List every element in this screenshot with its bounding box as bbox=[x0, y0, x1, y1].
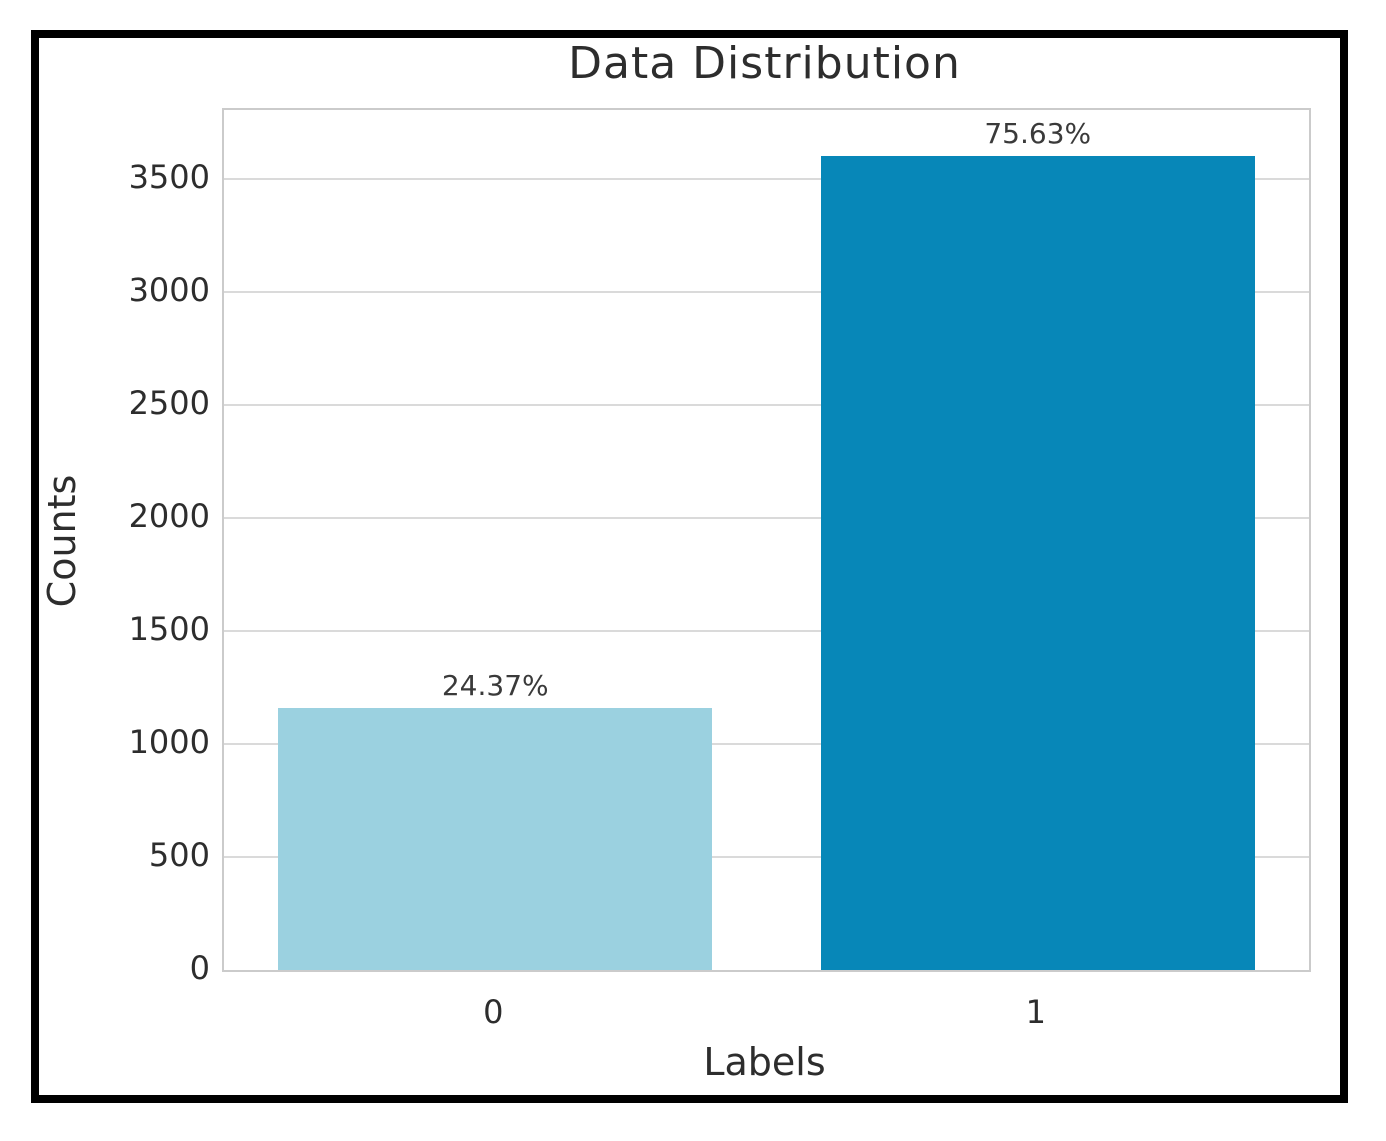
plot-area: 24.37% 75.63% bbox=[222, 108, 1311, 972]
y-tick-label-3000: 3000 bbox=[128, 270, 210, 309]
y-tick-label-500: 500 bbox=[148, 835, 210, 874]
y-tick-label-2500: 2500 bbox=[128, 383, 210, 422]
gridline-y-3500 bbox=[224, 177, 1309, 180]
gridline-y-2000 bbox=[224, 516, 1309, 519]
gridline-y-1500 bbox=[224, 629, 1309, 632]
bar-1 bbox=[820, 156, 1255, 970]
x-axis-label: Labels bbox=[703, 1040, 826, 1084]
bar-value-label-1: 75.63% bbox=[984, 117, 1092, 151]
y-tick-label-0: 0 bbox=[189, 949, 210, 987]
chart-title: Data Distribution bbox=[568, 38, 961, 89]
x-tick-label-0: 0 bbox=[483, 993, 504, 1031]
gridline-y-3000 bbox=[224, 290, 1309, 293]
bar-value-label-0: 24.37% bbox=[441, 668, 549, 702]
gridline-y-500 bbox=[224, 856, 1309, 858]
y-tick-label-1000: 1000 bbox=[128, 722, 210, 761]
y-tick-label-2000: 2000 bbox=[128, 496, 210, 535]
bar-0 bbox=[278, 707, 713, 970]
y-tick-label-3500: 3500 bbox=[128, 157, 210, 196]
gridline-y-2500 bbox=[224, 403, 1309, 406]
y-tick-label-1500: 1500 bbox=[128, 609, 210, 648]
x-tick-label-1: 1 bbox=[1025, 993, 1046, 1031]
gridline-y-1000 bbox=[224, 742, 1309, 745]
